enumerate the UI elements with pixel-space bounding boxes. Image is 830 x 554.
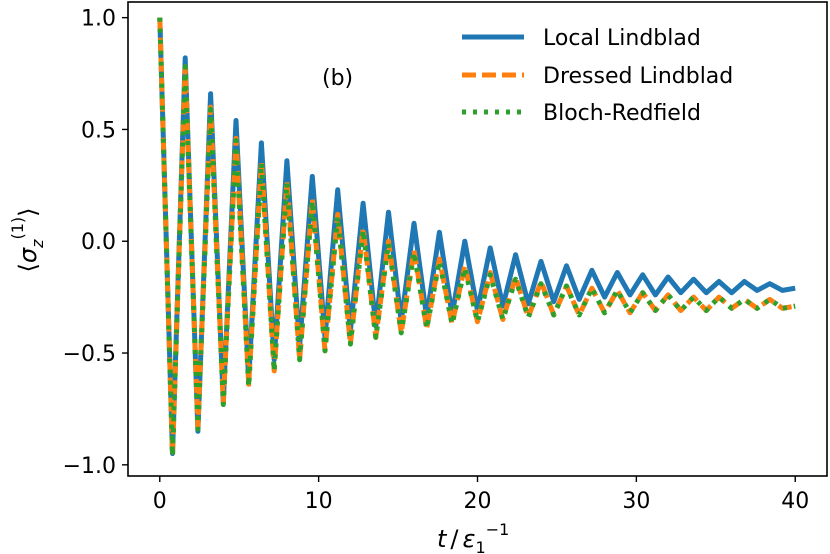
ticks-layer: 0 10 20 30 40 1.0 0.5 0.0 −0.5 −1.0 — [63, 7, 810, 514]
x-tick-label: 30 — [622, 489, 650, 514]
panel-label: (b) — [322, 66, 353, 91]
y-axis-label: ⟨σz(1)⟩ — [8, 207, 47, 272]
x-axis-label: t / ε1−1 — [437, 520, 509, 554]
x-tick-label: 40 — [781, 489, 809, 514]
y-tick-label: 1.0 — [81, 7, 116, 32]
legend-label-local-lindblad: Local Lindblad — [543, 26, 701, 51]
y-tick-label: 0.0 — [81, 230, 116, 255]
legend-label-bloch-redfield: Bloch-Redfield — [543, 101, 701, 126]
x-tick-label: 0 — [153, 489, 167, 514]
y-tick-label: −1.0 — [63, 454, 116, 479]
y-tick-label: 0.5 — [81, 118, 116, 143]
series-line-bloch-redfield — [157, 17, 796, 459]
plot-layer — [157, 17, 796, 459]
x-tick-label: 20 — [464, 489, 492, 514]
y-tick-label: −0.5 — [63, 342, 116, 367]
x-tick-label: 10 — [305, 489, 333, 514]
legend: Local Lindblad Dressed Lindblad Bloch-Re… — [462, 26, 733, 126]
legend-label-dressed-lindblad: Dressed Lindblad — [543, 64, 733, 89]
